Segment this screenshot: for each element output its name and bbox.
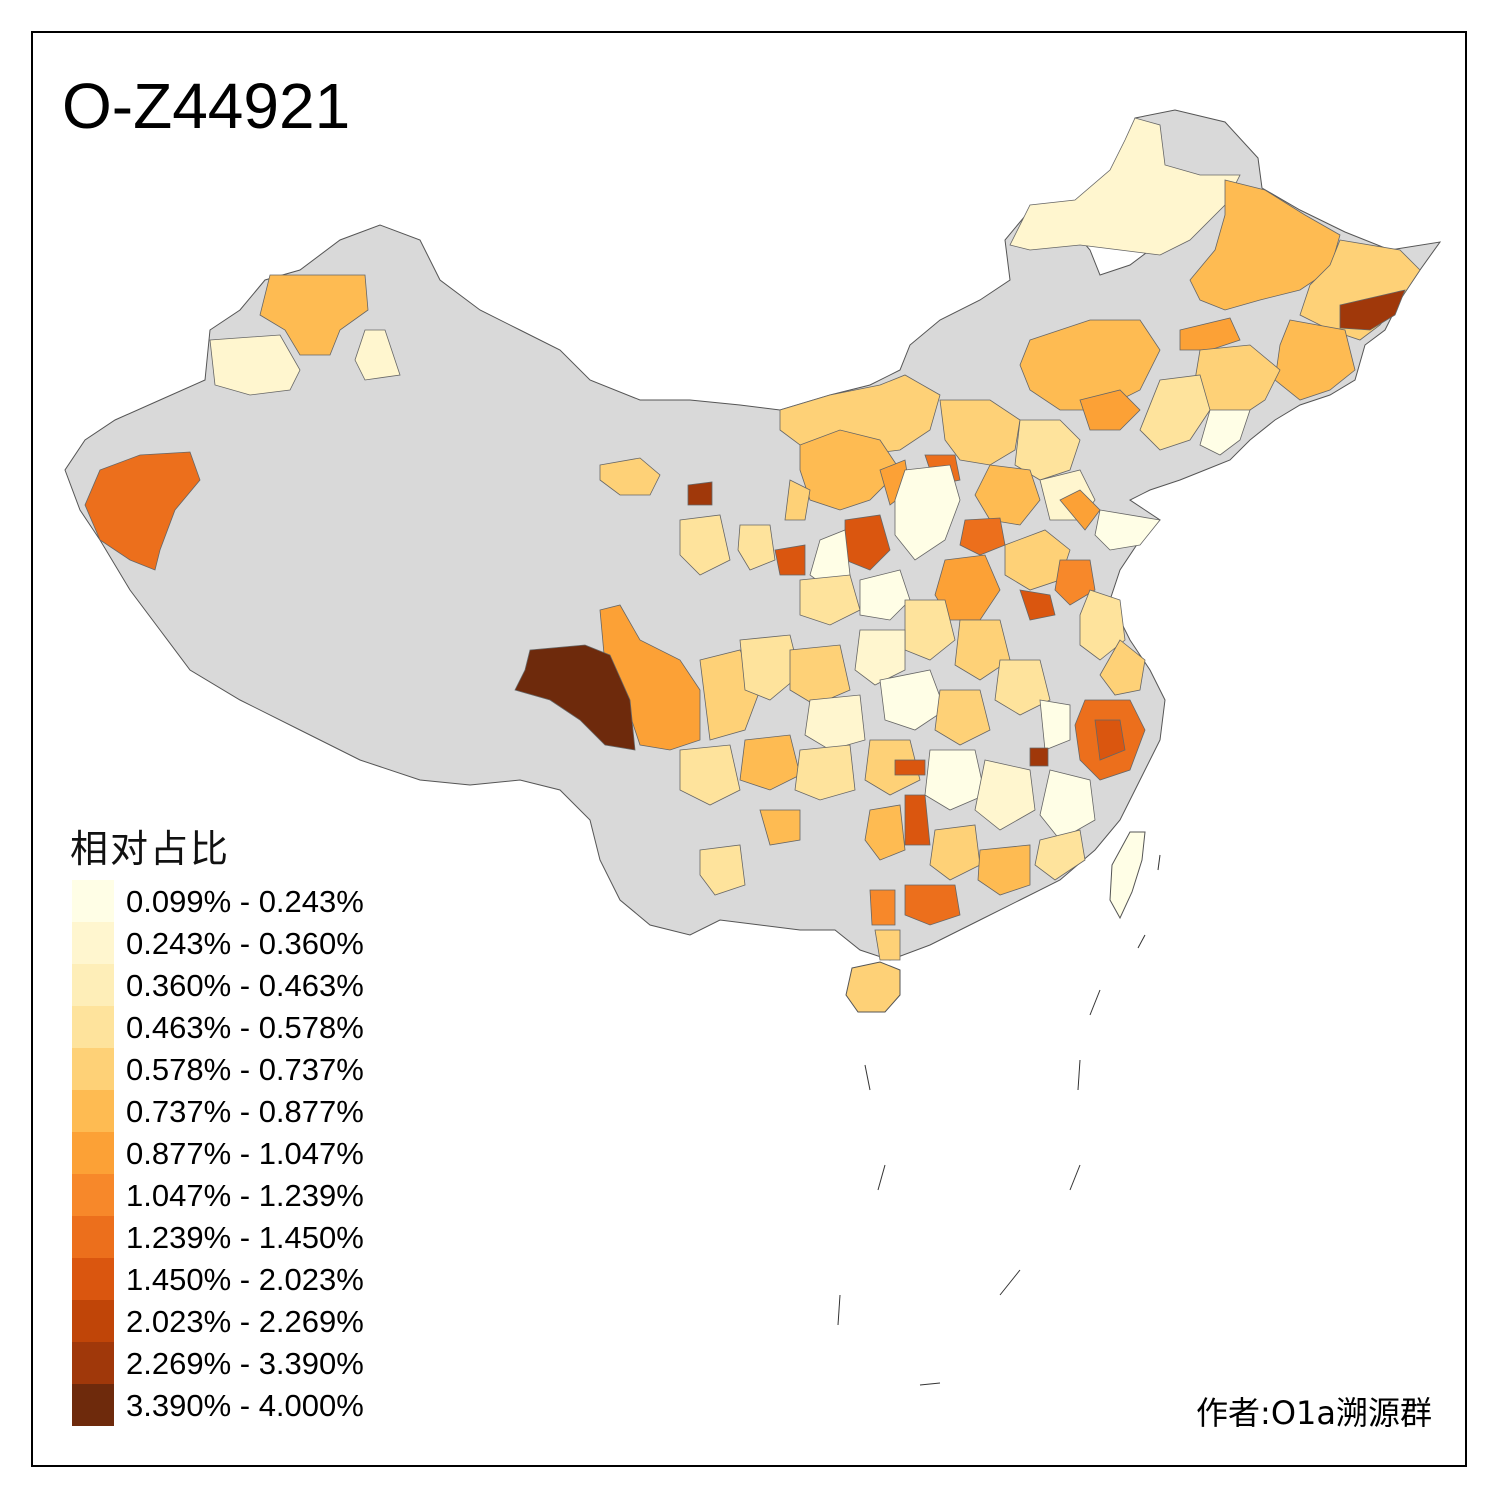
legend-swatch — [72, 1006, 114, 1048]
legend-swatch — [72, 1132, 114, 1174]
legend-swatch — [72, 1216, 114, 1258]
legend-swatch — [72, 880, 114, 922]
legend-title: 相对占比 — [70, 827, 231, 871]
legend-label: 1.239% - 1.450% — [126, 1220, 364, 1255]
author-credit: 作者:O1a溯源群 — [1196, 1394, 1432, 1432]
hainan-island — [845, 961, 901, 1013]
legend-label: 2.269% - 3.390% — [126, 1346, 364, 1381]
legend-label: 0.737% - 0.877% — [126, 1094, 364, 1129]
legend-label: 3.390% - 4.000% — [126, 1388, 364, 1423]
region-fills — [84, 117, 1421, 961]
legend-swatch — [72, 1258, 114, 1300]
map-frame — [31, 31, 1467, 1467]
legend-label: 0.360% - 0.463% — [126, 968, 364, 1003]
legend-swatch — [72, 1342, 114, 1384]
legend-label: 2.023% - 2.269% — [126, 1304, 364, 1339]
legend-swatch — [72, 1174, 114, 1216]
legend-swatch — [72, 1048, 114, 1090]
legend-label: 0.463% - 0.578% — [126, 1010, 364, 1045]
legend-label: 0.578% - 0.737% — [126, 1052, 364, 1087]
legend-swatch — [72, 922, 114, 964]
legend-label: 1.450% - 2.023% — [126, 1262, 364, 1297]
south-china-sea-islands — [837, 854, 1161, 1386]
legend-swatch — [72, 964, 114, 1006]
legend-label: 0.243% - 0.360% — [126, 926, 364, 961]
legend-swatch — [72, 1384, 114, 1426]
legend-swatch — [72, 1090, 114, 1132]
legend-label: 1.047% - 1.239% — [126, 1178, 364, 1213]
map-title: O-Z44921 — [62, 70, 351, 142]
legend-label: 0.099% - 0.243% — [126, 884, 364, 919]
legend-swatch — [72, 1300, 114, 1342]
legend-label: 0.877% - 1.047% — [126, 1136, 364, 1171]
taiwan-island — [1109, 831, 1146, 920]
